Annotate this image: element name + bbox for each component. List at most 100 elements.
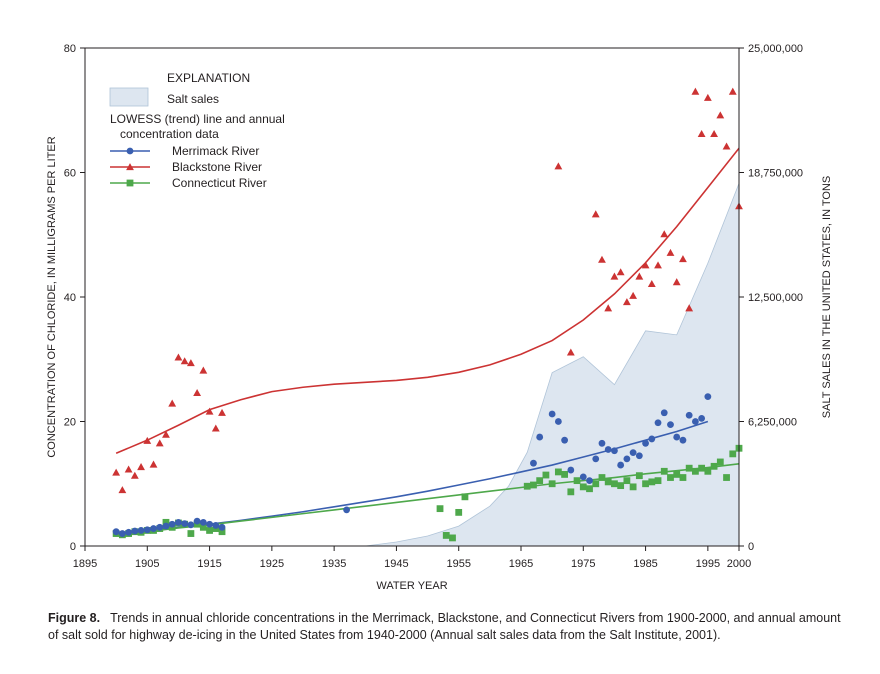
merrimack-river-point xyxy=(150,525,157,532)
merrimack-river-point xyxy=(548,410,556,418)
connecticut-river-point xyxy=(561,471,568,478)
x-tick-label: 1925 xyxy=(260,558,284,570)
merrimack-river-point xyxy=(629,449,637,457)
merrimack-river-point xyxy=(112,528,120,536)
connecticut-river-point xyxy=(449,534,456,542)
connecticut-river-point xyxy=(567,488,575,496)
merrimack-river-point xyxy=(654,419,662,427)
connecticut-river-point xyxy=(704,467,712,475)
connecticut-river-point xyxy=(187,530,195,537)
merrimack-river-point xyxy=(212,522,220,529)
merrimack-river-point xyxy=(199,518,207,526)
merrimack-river-point xyxy=(567,466,575,474)
legend-salt-label: Salt sales xyxy=(167,92,219,106)
merrimack-river-point xyxy=(175,518,182,526)
connecticut-river-point xyxy=(716,458,724,466)
blackstone-river-point xyxy=(703,93,712,101)
merrimack-river-point xyxy=(679,436,687,444)
x-tick-label: 1995 xyxy=(696,558,720,570)
connecticut-river-point xyxy=(673,471,681,478)
blackstone-river-point xyxy=(685,304,694,312)
merrimack-river-point xyxy=(187,521,195,529)
blackstone-river-point xyxy=(211,424,220,432)
blackstone-river-point xyxy=(130,471,139,479)
blackstone-river-point xyxy=(112,468,121,476)
merrimack-river-point xyxy=(611,447,618,455)
blackstone-river-point xyxy=(143,436,152,444)
blackstone-river-point xyxy=(728,87,737,95)
legend: EXPLANATION Salt sales LOWESS (trend) li… xyxy=(109,71,285,190)
merrimack-river-point xyxy=(181,520,189,527)
blackstone-river-point xyxy=(647,280,656,288)
figure-caption: Figure 8. Trends in annual chloride conce… xyxy=(48,610,848,644)
legend-blackstone-river-label: Blackstone River xyxy=(172,160,262,174)
y-tick-label: 40 xyxy=(64,292,76,304)
x-tick-label: 1985 xyxy=(633,558,657,570)
x-tick-label: 1935 xyxy=(322,558,346,570)
legend-title: EXPLANATION xyxy=(167,71,250,85)
x-tick-label: 1955 xyxy=(446,558,470,570)
figure-label: Figure 8. xyxy=(48,611,101,625)
connecticut-river-point xyxy=(698,464,706,472)
salt-sales-area xyxy=(365,183,739,546)
figure-caption-text: Trends in annual chloride concentrations… xyxy=(48,611,841,642)
merrimack-river-point xyxy=(193,517,201,525)
merrimack-river-point xyxy=(642,439,649,447)
connecticut-river-point xyxy=(629,483,637,491)
blackstone-river-point xyxy=(155,439,164,447)
legend-connecticut-river-label: Connecticut River xyxy=(172,176,267,190)
blackstone-river-point xyxy=(168,399,177,407)
connecticut-river-point xyxy=(554,468,562,476)
connecticut-river-point xyxy=(623,477,631,485)
blackstone-river-point xyxy=(591,210,600,218)
merrimack-river-point xyxy=(131,527,139,535)
connecticut-river-trend-line xyxy=(116,463,739,536)
blackstone-river-point xyxy=(124,465,133,473)
blackstone-river-point xyxy=(205,407,214,415)
blackstone-river-point xyxy=(691,87,700,95)
y2-tick-label: 25,000,000 xyxy=(748,43,803,55)
merrimack-river-point xyxy=(168,520,176,528)
blackstone-river-point xyxy=(629,291,638,299)
merrimack-river-point xyxy=(623,455,631,463)
merrimack-river-point xyxy=(685,411,693,419)
blackstone-river-point xyxy=(610,272,619,280)
connecticut-river-point xyxy=(199,523,207,531)
blackstone-river-trend-line xyxy=(115,147,739,454)
connecticut-river-point xyxy=(455,508,463,516)
merrimack-river-point xyxy=(125,528,132,536)
legend-salt-swatch xyxy=(109,87,149,107)
y-tick-label: 80 xyxy=(64,43,76,55)
merrimack-river-point xyxy=(536,433,544,441)
x-tick-label: 1915 xyxy=(197,558,221,570)
x-tick-label: 1965 xyxy=(509,558,533,570)
merrimack-river-point xyxy=(704,393,712,400)
blackstone-river-point xyxy=(622,298,631,306)
merrimack-river-point xyxy=(118,530,126,537)
connecticut-river-point xyxy=(710,462,718,470)
connecticut-river-point xyxy=(579,483,587,491)
merrimack-river-point xyxy=(667,421,674,429)
merrimack-river-point xyxy=(156,523,164,531)
y-tick-label: 20 xyxy=(64,417,76,429)
blackstone-river-point xyxy=(598,255,606,263)
merrimack-river-point xyxy=(586,477,593,485)
connecticut-river-point xyxy=(679,474,687,481)
blackstone-river-point xyxy=(218,408,226,416)
y2-tick-label: 18,750,000 xyxy=(748,168,803,180)
connecticut-river-point xyxy=(723,474,730,481)
connecticut-river-point xyxy=(598,474,606,481)
connecticut-river-point xyxy=(573,477,581,485)
blackstone-river-point xyxy=(697,129,706,138)
connecticut-river-point xyxy=(685,464,693,472)
merrimack-river-point xyxy=(673,433,681,441)
y-axis-title: CONCENTRATION OF CHLORIDE, IN MILLIGRAMS… xyxy=(46,136,58,457)
blackstone-river-point xyxy=(716,111,725,119)
blackstone-river-point xyxy=(162,430,170,438)
blackstone-river-point xyxy=(722,142,731,150)
connecticut-river-point xyxy=(604,478,612,486)
connecticut-river-point xyxy=(660,467,668,475)
merrimack-river-point xyxy=(530,459,537,467)
merrimack-river-point xyxy=(554,418,562,425)
blackstone-river-point xyxy=(616,268,625,276)
